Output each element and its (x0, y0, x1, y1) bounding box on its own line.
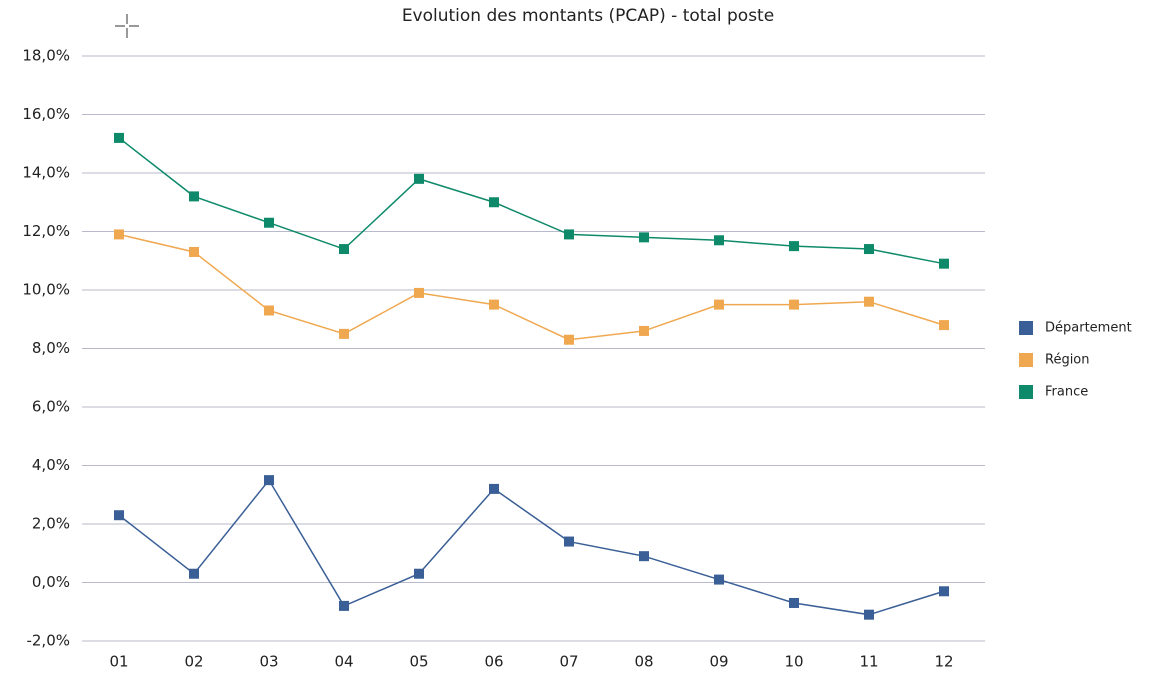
marker (414, 287, 424, 298)
marker (564, 229, 574, 240)
legend-swatch (1019, 385, 1033, 399)
y-tick-label: 0,0% (32, 573, 70, 591)
marker (939, 320, 949, 331)
x-tick-label: 08 (634, 653, 653, 671)
marker (189, 246, 199, 257)
legend-label: Région (1045, 353, 1090, 368)
marker (639, 232, 649, 243)
marker (939, 586, 949, 597)
x-tick-label: 03 (259, 653, 278, 671)
marker (264, 305, 274, 316)
marker (789, 597, 799, 608)
marker (714, 574, 724, 585)
series-line (118, 233, 945, 341)
marker (114, 229, 124, 240)
x-tick-label: 07 (559, 653, 578, 671)
x-tick-label: 11 (859, 653, 878, 671)
x-tick-label: 10 (784, 653, 803, 671)
marker (489, 299, 499, 310)
series-line (118, 478, 945, 616)
cursor-icon (115, 14, 139, 38)
series-line (118, 137, 945, 265)
marker (714, 235, 724, 246)
marker (864, 244, 874, 255)
legend-label: Département (1045, 321, 1132, 336)
marker (864, 296, 874, 307)
marker (564, 334, 574, 345)
marker (264, 475, 274, 486)
y-tick-label: 6,0% (32, 398, 70, 416)
marker (189, 191, 199, 202)
y-tick-label: -2,0% (26, 632, 70, 650)
marker (264, 217, 274, 228)
x-tick-label: 09 (709, 653, 728, 671)
marker (714, 299, 724, 310)
y-tick-label: 14,0% (22, 164, 70, 182)
marker (339, 244, 349, 255)
x-tick-label: 02 (184, 653, 203, 671)
y-tick-label: 8,0% (32, 339, 70, 357)
y-tick-label: 18,0% (22, 47, 70, 65)
legend-swatch (1019, 321, 1033, 335)
y-tick-label: 12,0% (22, 222, 70, 240)
marker (489, 483, 499, 494)
marker (639, 551, 649, 562)
marker (639, 325, 649, 336)
x-tick-label: 05 (409, 653, 428, 671)
y-tick-label: 16,0% (22, 105, 70, 123)
chart-title: Evolution des montants (PCAP) - total po… (402, 6, 774, 26)
marker (414, 173, 424, 184)
marker (789, 299, 799, 310)
marker (939, 258, 949, 269)
x-tick-label: 06 (484, 653, 503, 671)
x-tick-label: 04 (334, 653, 353, 671)
marker (414, 568, 424, 579)
legend-label: France (1045, 385, 1088, 400)
y-tick-label: 10,0% (22, 281, 70, 299)
x-tick-label: 01 (109, 653, 128, 671)
marker (339, 328, 349, 339)
marker (789, 241, 799, 252)
marker (864, 609, 874, 620)
marker (114, 510, 124, 521)
marker (339, 600, 349, 611)
marker (189, 568, 199, 579)
marker (114, 132, 124, 143)
marker (564, 536, 574, 547)
x-tick-label: 12 (934, 653, 953, 671)
y-tick-label: 2,0% (32, 515, 70, 533)
legend-swatch (1019, 353, 1033, 367)
marker (489, 197, 499, 208)
y-tick-label: 4,0% (32, 456, 70, 474)
